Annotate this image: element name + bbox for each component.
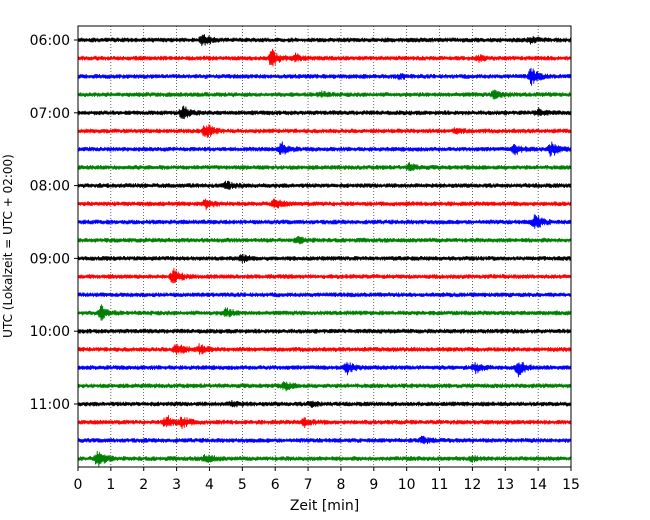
x-axis-ticks: 0 1 2 3 4 5 6 7 8 9 10 11 12 13 14 15 [74,467,580,493]
y-tick-label-09:00: 09:00 [30,251,70,267]
x-tick-label-0: 0 [74,477,83,493]
x-tick-label-12: 12 [463,477,481,493]
trace-10:30 [77,361,572,378]
y-axis-label: UTC (Lokalzeit = UTC + 02:00) [1,154,15,338]
x-tick-label-13: 13 [496,477,514,493]
x-tick-label-10: 10 [398,477,416,493]
x-axis-label: Zeit [min] [290,498,359,514]
y-tick-label-07:00: 07:00 [30,106,70,122]
x-tick-label-9: 9 [369,477,378,493]
trace-07:15 [77,124,572,138]
trace-09:00 [77,253,572,264]
trace-10:15 [77,343,572,356]
trace-09:45 [77,304,572,321]
y-tick-label-11:00: 11:00 [30,397,70,413]
x-tick-label-6: 6 [271,477,280,493]
trace-11:45 [77,450,572,467]
x-tick-label-1: 1 [106,477,115,493]
trace-11:30 [77,435,572,445]
trace-layer [77,34,572,467]
trace-06:45 [77,89,572,100]
trace-06:30 [77,67,572,86]
x-tick-label-5: 5 [238,477,247,493]
x-tick-label-7: 7 [304,477,313,493]
trace-06:15 [77,48,572,67]
trace-11:15 [77,414,572,430]
x-tick-label-2: 2 [139,477,148,493]
trace-11:00 [77,399,572,408]
x-tick-label-14: 14 [529,477,547,493]
trace-08:45 [77,235,572,245]
y-tick-label-06:00: 06:00 [30,33,70,49]
plot-frame [77,25,572,468]
x-tick-label-11: 11 [431,477,449,493]
trace-06:00 [77,34,572,47]
trace-08:00 [77,180,572,191]
trace-07:00 [77,105,572,120]
x-tick-label-15: 15 [562,477,580,493]
trace-09:15 [77,267,572,284]
trace-09:30 [77,292,572,298]
x-tick-label-8: 8 [336,477,345,493]
y-tick-label-08:00: 08:00 [30,179,70,195]
trace-10:00 [77,328,572,334]
x-tick-label-3: 3 [172,477,181,493]
trace-10:45 [77,381,572,392]
x-tick-label-4: 4 [205,477,214,493]
trace-08:15 [77,198,572,211]
y-axis-ticks: 06:00 07:00 08:00 09:00 10:00 11:00 [30,33,78,413]
trace-08:30 [77,214,572,229]
trace-07:45 [77,161,572,172]
trace-07:30 [77,141,572,157]
y-tick-label-10:00: 10:00 [30,324,70,340]
